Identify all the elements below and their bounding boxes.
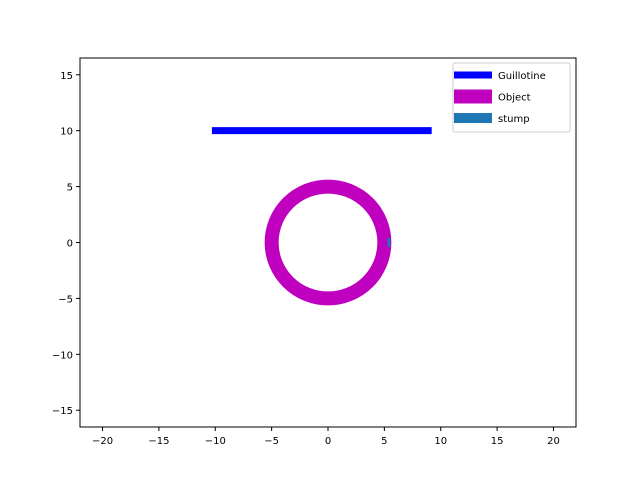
- plot-area: [211, 127, 432, 306]
- axes: −20 −15 −10 −5 0 5 10 15 20 −15 −10 −5 0 5 10 15: [52, 57, 577, 447]
- y-tick-label: 15: [60, 71, 73, 82]
- x-tick-label: 5: [381, 436, 387, 447]
- y-tick-label: −5: [58, 294, 73, 305]
- series-object-circle: [264, 179, 392, 306]
- legend-item-object: Object: [454, 89, 531, 104]
- legend-label: stump: [498, 114, 530, 125]
- x-tick-label: 10: [434, 436, 447, 447]
- legend-item-guillotine: Guillotine: [454, 71, 546, 82]
- legend-label: Guillotine: [498, 71, 546, 82]
- y-tick-label: 0: [67, 239, 73, 250]
- y-tick-label: 10: [60, 127, 73, 138]
- legend: Guillotine Object stump: [452, 62, 571, 133]
- legend-item-stump: stump: [454, 113, 530, 125]
- x-tick-label: 20: [547, 436, 560, 447]
- legend-label: Object: [498, 93, 531, 104]
- x-tick-label: −15: [148, 436, 169, 447]
- y-tick-label: 5: [67, 183, 73, 194]
- x-tick-label: 0: [325, 436, 331, 447]
- x-tick-label: −10: [205, 436, 226, 447]
- y-tick-label: −15: [52, 406, 73, 417]
- y-tick-label: −10: [52, 350, 73, 361]
- x-tick-label: −5: [264, 436, 279, 447]
- x-tick-label: 15: [491, 436, 504, 447]
- series-group: [211, 127, 432, 306]
- x-tick-label: −20: [92, 436, 113, 447]
